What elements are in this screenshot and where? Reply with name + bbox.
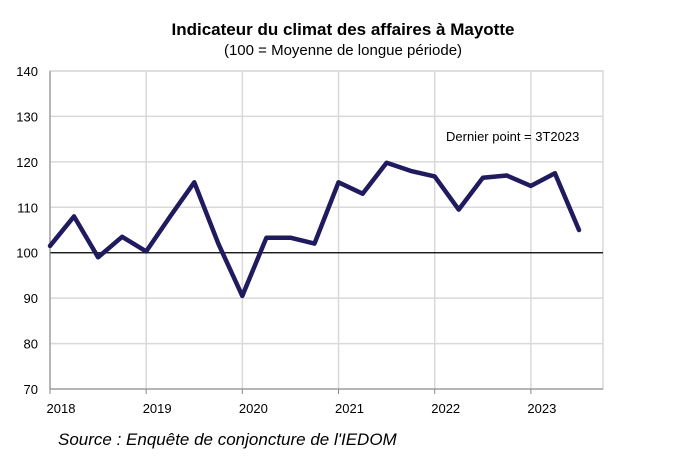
y-tick-label: 100 (16, 246, 38, 261)
plot-border (49, 70, 604, 390)
chart-subtitle: (100 = Moyenne de longue période) (223, 42, 463, 59)
source-note: Source : Enquête de conjoncture de l'IED… (58, 430, 397, 449)
y-tick-label: 90 (24, 291, 38, 306)
series-line (47, 160, 582, 299)
y-tick-label: 140 (16, 64, 38, 79)
data-point (48, 244, 52, 248)
data-point (505, 173, 509, 177)
data-point (481, 176, 485, 180)
y-tick-label: 120 (16, 155, 38, 170)
data-point (529, 184, 533, 188)
y-tick-label: 80 (24, 337, 38, 352)
data-point (72, 214, 76, 218)
y-tick-label: 110 (17, 200, 38, 215)
data-point (553, 171, 557, 175)
data-point (577, 228, 581, 232)
data-point (457, 208, 461, 212)
data-point (144, 249, 148, 253)
data-point (409, 169, 413, 173)
x-tick-label: 2021 (335, 401, 364, 416)
data-point (120, 235, 124, 239)
data-point (168, 214, 172, 218)
annotation-last-point: Dernier point = 3T2023 (446, 129, 579, 144)
data-point (433, 174, 437, 178)
x-tick-label: 2020 (239, 401, 268, 416)
data-point (216, 242, 220, 246)
x-tick-label: 2018 (47, 401, 76, 416)
data-point (385, 161, 389, 165)
data-point (337, 180, 341, 184)
y-tick-label: 130 (16, 109, 38, 124)
data-point (192, 180, 196, 184)
data-point (288, 236, 292, 240)
data-point (96, 255, 100, 259)
chart-title: Indicateur du climat des affaires à Mayo… (171, 20, 515, 39)
data-point (312, 242, 316, 246)
x-tick-label: 2022 (431, 401, 460, 416)
x-tick-label: 2023 (527, 401, 556, 416)
data-point (240, 294, 244, 298)
data-point (264, 236, 268, 240)
x-tick-label: 2019 (143, 401, 172, 416)
data-point (361, 192, 365, 196)
y-tick-label: 70 (24, 382, 38, 397)
